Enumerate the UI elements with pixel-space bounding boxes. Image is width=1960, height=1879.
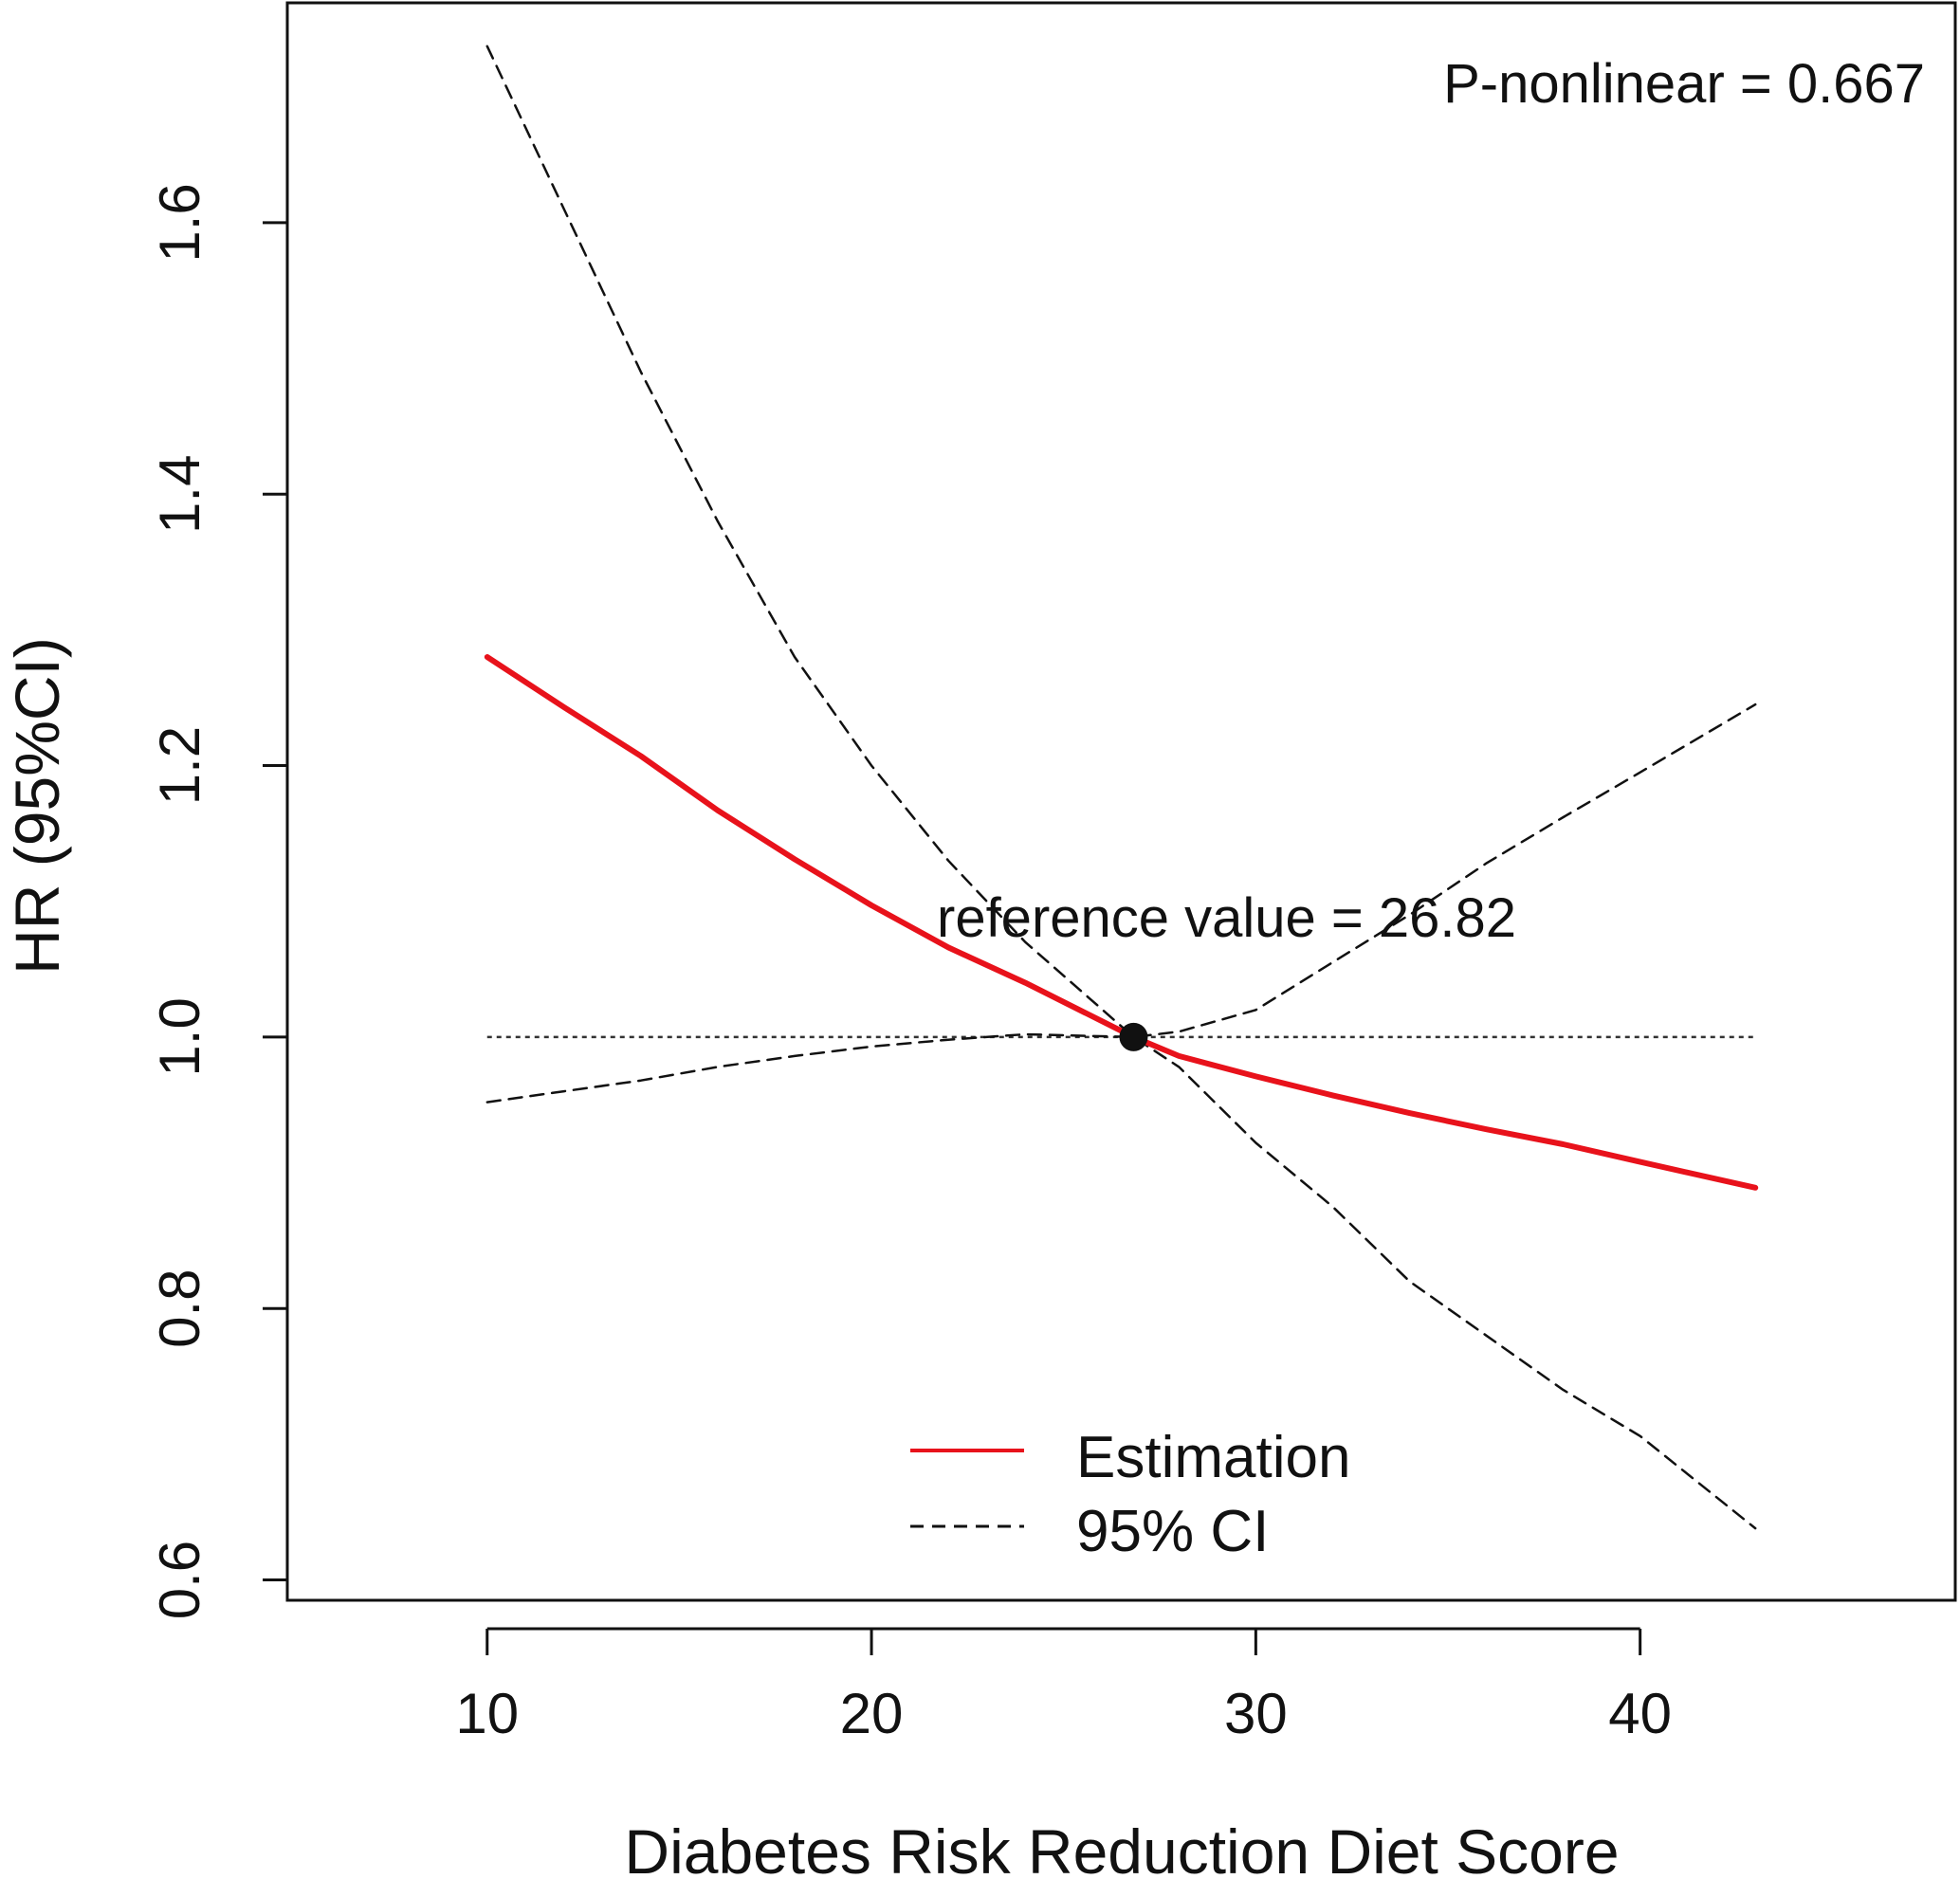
x-axis-title: Diabetes Risk Reduction Diet Score [624,1816,1619,1879]
x-tick-label: 40 [1608,1682,1672,1745]
x-tick-label: 30 [1224,1682,1288,1745]
x-axis: 10 20 30 40 [455,1627,1672,1745]
legend-label-ci: 95% CI [1076,1499,1269,1564]
series-layer [484,45,1759,1530]
y-axis-title: HR (95%CI) [2,637,72,975]
series-line-ci-lower [485,1032,1757,1530]
series-line-ci-upper [485,45,1757,1039]
x-tick-label: 10 [455,1682,519,1745]
x-tick-label: 20 [840,1682,904,1745]
y-tick-label: 1.2 [148,726,211,805]
y-tick-label: 1.0 [148,997,211,1076]
legend-label-estimation: Estimation [1076,1425,1350,1490]
y-tick-label: 1.4 [148,455,211,534]
reference-point [1119,1022,1148,1051]
legend: Estimation 95% CI [910,1425,1350,1564]
y-tick-label: 0.8 [148,1268,211,1347]
y-tick-label: 1.6 [148,183,211,262]
y-tick-label: 0.6 [148,1541,211,1619]
p-nonlinear-annotation: P-nonlinear = 0.667 [1443,53,1925,115]
plot-frame [285,1,1957,1602]
y-axis: 0.6 0.8 1.0 1.2 1.4 1.6 [148,183,289,1619]
reference-value-annotation: reference value = 26.82 [937,887,1516,949]
